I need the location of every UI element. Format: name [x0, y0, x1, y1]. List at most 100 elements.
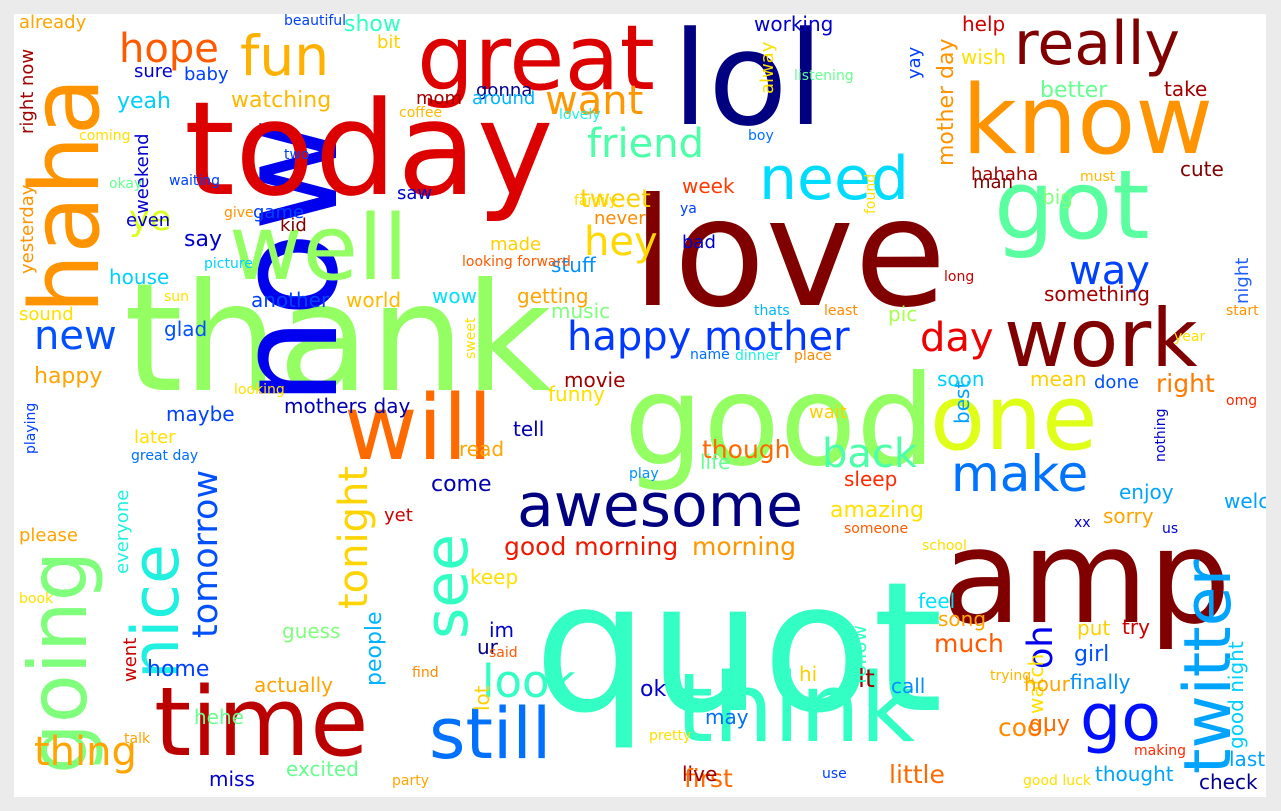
word-hope: hope: [119, 26, 219, 72]
word-world: world: [346, 288, 402, 312]
word-tomorrow: tomorrow: [186, 469, 226, 638]
word-got: got: [994, 151, 1150, 261]
word-around: around: [472, 88, 536, 109]
word-funny: funny: [548, 382, 605, 406]
word-made: made: [490, 234, 542, 255]
word-live: live: [682, 762, 718, 786]
word-come: come: [431, 472, 492, 497]
word-boy: boy: [748, 128, 774, 144]
word-sleep: sleep: [844, 467, 898, 491]
word-great: great: [417, 14, 655, 111]
word-song: song: [938, 607, 987, 631]
word-great-day: great day: [131, 448, 199, 464]
word-quot: quot: [534, 544, 944, 753]
word-trying: trying: [990, 668, 1032, 684]
word-yet: yet: [384, 505, 413, 526]
word-stuff: stuff: [551, 253, 596, 277]
word-day: day: [920, 315, 994, 361]
word-later: later: [134, 427, 176, 448]
word-want: want: [545, 78, 644, 124]
word-hi: hi: [799, 662, 818, 686]
word-home: home: [147, 657, 210, 682]
word-xx: xx: [1074, 515, 1091, 531]
word-please: please: [19, 525, 78, 546]
word-start: start: [1226, 303, 1259, 319]
word-though: though: [702, 435, 791, 464]
word-people: people: [362, 611, 387, 686]
word-gonna: gonna: [476, 80, 533, 101]
word-soon: soon: [937, 367, 985, 391]
word-find: find: [412, 665, 439, 681]
word-wish: wish: [961, 45, 1007, 69]
word-book: book: [19, 591, 54, 607]
word-saw: saw: [397, 183, 433, 204]
word-playing: playing: [23, 402, 39, 454]
word-one: one: [930, 366, 1098, 471]
word-watching: watching: [231, 88, 332, 113]
word-coming: coming: [79, 128, 131, 144]
word-help: help: [962, 14, 1006, 36]
word-cool: cool: [998, 713, 1050, 742]
word-think: think: [676, 654, 916, 764]
word-said: said: [489, 645, 518, 661]
word-cloud: quot love thank now today lol amp good haha know w…: [14, 14, 1266, 797]
word-way: way: [1069, 248, 1150, 294]
word-guy: guy: [1029, 712, 1070, 737]
word-bad: bad: [682, 232, 716, 253]
word-thing: thing: [34, 729, 137, 775]
word-ok: ok: [640, 677, 667, 702]
word-sound: sound: [19, 304, 74, 325]
word-waiting: waiting: [169, 173, 221, 189]
word-hey: hey: [584, 219, 658, 265]
word-good-luck: good luck: [1023, 773, 1091, 789]
word-done: done: [1094, 372, 1139, 393]
word-dinner: dinner: [735, 348, 780, 364]
word-school: school: [922, 538, 967, 554]
word-nothing: nothing: [1153, 408, 1169, 462]
word-happy-mother: happy mother: [567, 314, 850, 360]
word-beautiful: beautiful: [284, 14, 347, 29]
word-name: name: [690, 347, 730, 363]
word-right-now: right now: [17, 48, 38, 134]
word-ya: ya: [680, 201, 697, 217]
word-cute: cute: [1180, 157, 1224, 181]
word-girl: girl: [1074, 642, 1110, 667]
word-party: party: [392, 773, 429, 789]
word-excited: excited: [286, 757, 359, 781]
word-thought: thought: [1095, 762, 1174, 786]
word-put: put: [1077, 616, 1111, 640]
word-coffee: coffee: [399, 105, 443, 121]
word-need: need: [759, 144, 909, 214]
word-look: look: [482, 655, 576, 708]
word-big: big: [1042, 185, 1073, 209]
word-mom: mom: [416, 88, 463, 109]
word-finally: finally: [1070, 670, 1131, 694]
word-even: even: [126, 210, 171, 231]
word-alway: alway: [757, 41, 778, 94]
word-see: see: [412, 533, 482, 639]
word-much: much: [934, 629, 1004, 658]
word-year: year: [1174, 329, 1206, 345]
word-enjoy: enjoy: [1119, 480, 1174, 504]
word-wait: wait: [809, 402, 847, 423]
word-fun: fun: [240, 24, 330, 88]
word-actually: actually: [254, 673, 333, 697]
word-two: two: [284, 147, 310, 163]
word-mean: mean: [1030, 367, 1087, 391]
word-another: another: [251, 288, 330, 312]
word-right: right: [1156, 369, 1215, 398]
word-lovely: lovely: [559, 107, 601, 123]
word-went: went: [120, 637, 141, 682]
word-lol: lol: [672, 14, 824, 155]
word-sweet: sweet: [463, 317, 479, 359]
word-amp: amp: [942, 501, 1231, 653]
word-take: take: [1164, 77, 1208, 101]
word-work: work: [1004, 292, 1198, 385]
word-sorry: sorry: [1103, 504, 1154, 528]
word-today: today: [184, 73, 554, 225]
word-mothers-day: mothers day: [284, 394, 411, 418]
word-pretty: pretty: [649, 728, 692, 744]
word-week: week: [682, 174, 735, 198]
word-time: time: [154, 668, 369, 778]
word-something: something: [1044, 282, 1150, 306]
